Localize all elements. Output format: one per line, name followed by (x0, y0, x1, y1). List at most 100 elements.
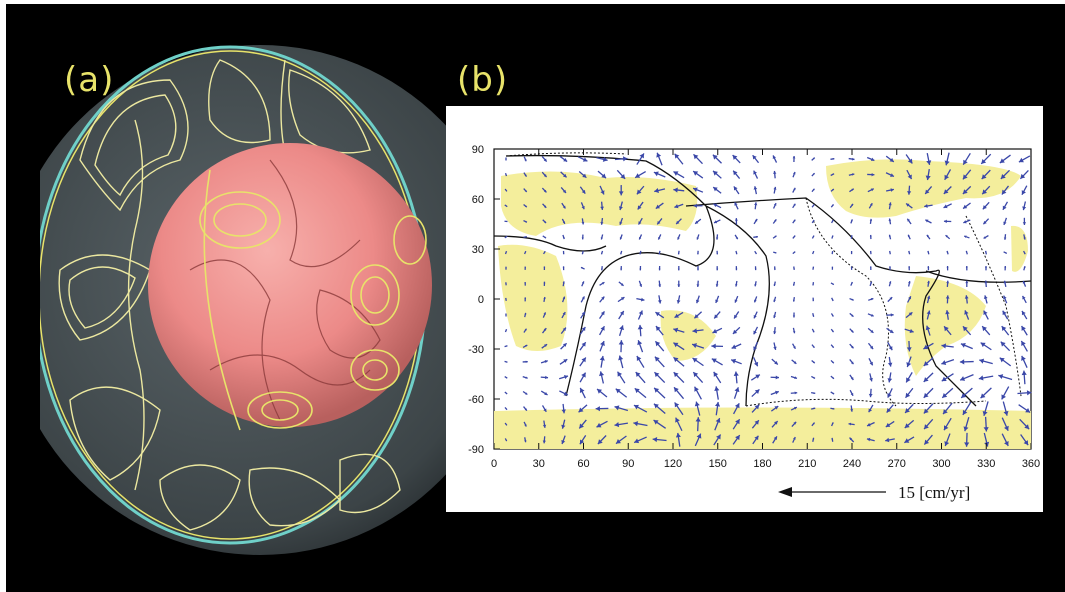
velocity-arrow (982, 201, 990, 210)
velocity-arrow (773, 251, 777, 254)
velocity-arrow (637, 340, 644, 353)
velocity-arrow (905, 387, 914, 399)
velocity-arrow (675, 432, 681, 447)
velocity-arrow (504, 438, 508, 442)
velocity-arrow (599, 340, 605, 352)
velocity-arrow (982, 401, 989, 416)
velocity-arrow (792, 171, 796, 178)
velocity-arrow (831, 235, 834, 239)
velocity-arrow (962, 169, 972, 180)
velocity-arrow (561, 202, 566, 209)
velocity-arrow (674, 153, 684, 165)
x-tick-label: 270 (888, 458, 906, 470)
velocity-arrow (600, 217, 604, 225)
velocity-arrow (653, 387, 666, 399)
velocity-arrow (1021, 355, 1028, 368)
velocity-arrow (596, 156, 608, 162)
velocity-arrow (944, 433, 951, 447)
velocity-arrow (579, 357, 587, 367)
velocity-arrow (964, 310, 970, 320)
velocity-arrow (905, 154, 913, 164)
velocity-arrow (504, 360, 508, 363)
velocity-arrow (849, 437, 855, 443)
velocity-arrow (867, 172, 875, 177)
velocity-arrow (675, 417, 683, 432)
velocity-arrow (830, 158, 835, 160)
velocity-arrow (850, 219, 853, 224)
velocity-arrow (926, 152, 932, 166)
velocity-arrow (867, 188, 875, 193)
velocity-arrow (734, 201, 739, 210)
velocity-arrows (504, 152, 1032, 447)
velocity-arrow (541, 343, 548, 349)
x-tick-label: 150 (709, 458, 727, 470)
velocity-arrow (732, 418, 741, 430)
panel-a-label: (a) (64, 60, 115, 100)
velocity-arrow (505, 266, 507, 270)
velocity-arrow (559, 390, 569, 396)
velocity-arrow (999, 357, 1012, 367)
core-contours-light (199, 169, 427, 431)
velocity-arrow (753, 326, 759, 335)
y-tick-label: 90 (472, 144, 484, 156)
x-tick-label: 360 (1022, 458, 1040, 470)
velocity-arrow (926, 310, 931, 320)
velocity-arrow (524, 437, 527, 443)
velocity-arrow (830, 173, 835, 177)
velocity-arrow (540, 375, 549, 380)
velocity-arrow (811, 203, 815, 208)
velocity-arrow (904, 328, 914, 334)
velocity-arrow (923, 418, 934, 430)
velocity-arrow (752, 435, 759, 445)
velocity-arrow (505, 157, 507, 161)
velocity-arrow (712, 186, 722, 194)
velocity-arrow (849, 312, 854, 318)
scale-label: 15 [cm/yr] (898, 483, 970, 502)
velocity-arrow (905, 311, 913, 319)
velocity-arrow (694, 401, 701, 416)
velocity-arrow (504, 422, 508, 426)
velocity-arrow (866, 437, 875, 442)
velocity-arrow (543, 296, 546, 302)
velocity-arrow (888, 202, 892, 210)
velocity-arrow (523, 328, 528, 333)
velocity-arrow (848, 173, 855, 176)
velocity-arrow (830, 422, 834, 427)
velocity-arrow (714, 386, 720, 400)
velocity-arrow (580, 202, 585, 210)
velocity-arrow (885, 155, 895, 163)
x-axis: 0 30 60 90 120 150 180 210 240 270 300 330 360 (491, 149, 1040, 470)
velocity-arrow (713, 434, 722, 446)
velocity-arrow (540, 390, 548, 396)
velocity-arrow (711, 358, 723, 366)
velocity-arrow (887, 372, 893, 383)
plate-boundaries (493, 154, 1032, 407)
velocity-arrow (811, 359, 816, 364)
y-tick-label: -30 (468, 344, 484, 356)
velocity-arrow (981, 169, 991, 180)
velocity-arrow (559, 358, 568, 365)
velocity-arrow (943, 203, 952, 209)
velocity-arrow (1018, 404, 1031, 414)
velocity-arrow (925, 169, 931, 181)
velocity-arrow (751, 388, 760, 398)
velocity-arrow (656, 152, 663, 166)
velocity-arrow (523, 406, 528, 412)
velocity-arrow (562, 266, 565, 271)
velocity-arrow (941, 387, 954, 399)
velocity-arrow (979, 358, 993, 365)
velocity-arrow (1021, 310, 1028, 320)
velocity-arrow (1003, 295, 1008, 304)
velocity-arrow (1023, 265, 1026, 271)
velocity-arrow (615, 435, 627, 445)
velocity-arrow (639, 250, 642, 255)
velocity-arrow (543, 266, 546, 270)
velocity-arrow (1002, 401, 1009, 416)
velocity-arrow (523, 236, 528, 238)
velocity-arrow (656, 218, 663, 225)
x-tick-label: 0 (491, 458, 497, 470)
x-tick-label: 300 (932, 458, 950, 470)
velocity-arrow (772, 155, 778, 163)
velocity-arrow (908, 250, 911, 255)
velocity-arrow (639, 265, 642, 271)
